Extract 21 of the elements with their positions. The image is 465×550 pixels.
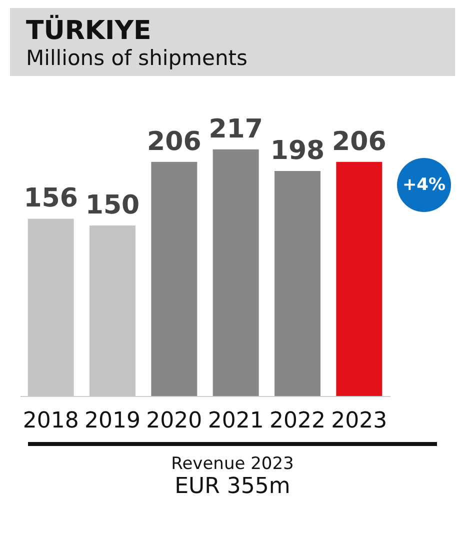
data-label: 217 xyxy=(208,114,263,144)
data-label: 150 xyxy=(85,190,140,221)
x-tick-label: 2021 xyxy=(208,408,264,434)
x-tick-label: 2020 xyxy=(146,408,202,434)
text: EUR 355m xyxy=(174,474,292,499)
chart-title: TÜRKIYE xyxy=(26,16,152,46)
bar xyxy=(336,162,382,396)
text: +4% xyxy=(397,158,451,212)
x-tick-label: 2019 xyxy=(84,408,140,434)
data-label: 156 xyxy=(24,184,78,214)
bar xyxy=(212,149,259,396)
bar xyxy=(151,162,198,396)
data-label: 198 xyxy=(270,136,325,166)
x-tick-label: 2022 xyxy=(270,408,326,434)
x-tick-label: 2018 xyxy=(22,408,79,434)
data-label: 206 xyxy=(332,126,386,157)
bar xyxy=(274,171,320,396)
text: Revenue 2023 xyxy=(170,454,295,474)
x-tick-label: 2023 xyxy=(331,408,388,434)
data-label: 206 xyxy=(147,126,202,157)
chart-subtitle: Millions of shipments xyxy=(26,46,248,70)
